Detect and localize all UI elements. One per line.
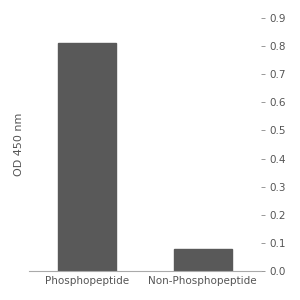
Bar xyxy=(58,43,116,271)
Y-axis label: OD 450 nm: OD 450 nm xyxy=(14,113,24,176)
Bar xyxy=(174,249,232,271)
